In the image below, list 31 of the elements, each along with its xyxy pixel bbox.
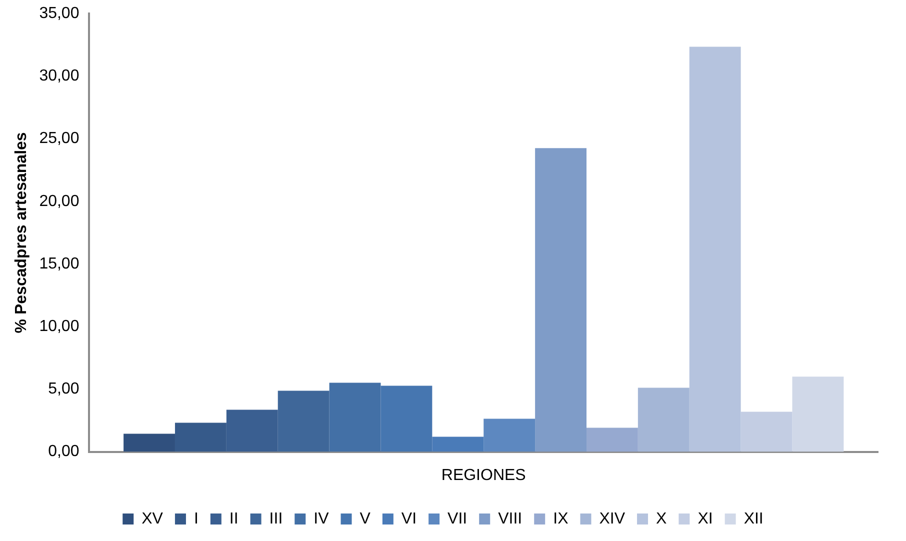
y-tick-label: 25,00 [39, 130, 80, 148]
legend-label: IX [553, 510, 569, 528]
legend-label: VI [401, 510, 417, 528]
bar [740, 412, 792, 452]
y-tick-label: 5,00 [48, 380, 80, 398]
legend-label: XIV [599, 510, 626, 528]
legend-label: I [194, 510, 198, 528]
y-tick-label: 35,00 [39, 5, 80, 22]
legend-label: II [229, 510, 238, 528]
bar [586, 428, 638, 452]
bar [792, 376, 844, 452]
legend-label: X [656, 510, 668, 528]
legend-label: IV [314, 510, 330, 528]
y-tick-label: 10,00 [39, 318, 80, 336]
legend-label: VIII [498, 510, 522, 528]
y-tick-label: 15,00 [39, 255, 80, 272]
legend-label: XV [142, 510, 164, 528]
bar [638, 388, 690, 452]
legend-label: XII [744, 510, 764, 528]
legend-label: III [269, 510, 283, 528]
legend-label: VII [448, 510, 468, 528]
y-tick-label: 0,00 [48, 443, 80, 460]
bar [689, 46, 741, 452]
y-tick-label: 30,00 [39, 68, 80, 85]
legend-label: XI [698, 510, 713, 528]
bar [535, 148, 586, 452]
y-axis-title: % Pescadpres artesanales [13, 132, 30, 334]
legend-label: V [360, 510, 371, 528]
x-tick-label: REGIONES [441, 466, 526, 484]
y-tick-label: 20,00 [39, 192, 80, 210]
bar [484, 418, 536, 452]
